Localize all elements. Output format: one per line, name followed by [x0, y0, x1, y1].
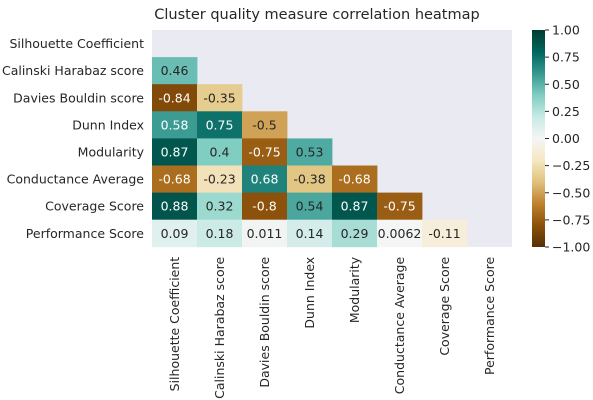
chart-title: Cluster quality measure correlation heat…: [154, 7, 479, 23]
heatmap-cell: [152, 111, 198, 139]
colorbar-tick-label: −0.25: [552, 158, 590, 173]
row-tick-label: Conductance Average: [7, 172, 145, 187]
heatmap-cell: [152, 219, 198, 248]
row-labels: Silhouette Coefficient Calinski Harabaz s…: [2, 36, 145, 241]
cell-value-label: -0.84: [158, 90, 190, 105]
heatmap-cell: [152, 165, 198, 193]
cell-value-label: -0.75: [248, 144, 280, 159]
cell-value-label: 0.29: [341, 226, 369, 241]
column-labels: Silhouette Coefficient Calinski Harabaz s…: [167, 256, 497, 399]
colorbar: 1.00 0.75 0.50 0.25 0.00 −0.25 −0.50 −0.75 −1.00: [532, 23, 590, 255]
heatmap-cell: [377, 192, 423, 221]
heatmap-cell: [332, 192, 378, 221]
cell-value-label: -0.8: [252, 199, 276, 214]
heatmap-cell: [197, 219, 243, 248]
cell-value-label: 0.14: [296, 226, 324, 241]
heatmap-cell: [152, 57, 198, 85]
colorbar-tick-label: −0.50: [552, 185, 590, 200]
row-tick-label: Davies Bouldin score: [13, 90, 144, 105]
heatmap-cell: [197, 138, 243, 166]
cell-value-label: 0.09: [161, 226, 189, 241]
cell-value-label: 0.58: [161, 117, 189, 132]
column-tick-label: Performance Score: [482, 256, 497, 375]
heatmap-cell: [197, 111, 243, 139]
cell-value-label: -0.35: [203, 90, 235, 105]
cell-value-label: 0.87: [341, 199, 369, 214]
cell-value-label: -0.68: [338, 172, 370, 187]
heatmap-cell: [377, 219, 423, 248]
heatmap-cell: [242, 165, 288, 193]
heatmap-cell: [242, 111, 288, 139]
cell-value-label: 0.87: [161, 144, 189, 159]
colorbar-tick-label: 0.50: [552, 77, 580, 92]
column-tick-label: Modularity: [347, 256, 362, 323]
cell-value-label: 0.54: [296, 199, 324, 214]
heatmap-cell: [242, 192, 288, 221]
cell-value-label: 0.18: [206, 226, 234, 241]
cell-value-label: -0.38: [293, 172, 325, 187]
heatmap-cell: [287, 219, 333, 248]
heatmap-cell: [197, 192, 243, 221]
heatmap-cell: [287, 138, 333, 166]
colorbar-tick-label: 1.00: [552, 23, 580, 38]
column-tick-label: Dunn Index: [302, 257, 317, 329]
cell-value-label: 0.75: [206, 117, 234, 132]
column-tick-label: Calinski Harabaz score: [212, 256, 227, 398]
cell-value-label: 0.88: [161, 199, 189, 214]
column-tick-label: Conductance Average: [392, 257, 407, 395]
heatmap-cell: [332, 165, 378, 193]
column-tick-label: Silhouette Coefficient: [167, 257, 182, 392]
heatmap-cell: [287, 165, 333, 193]
row-tick-label: Silhouette Coefficient: [9, 36, 144, 51]
colorbar-tick-label: 0.75: [552, 50, 580, 65]
cell-value-label: 0.0062: [378, 226, 422, 241]
row-tick-label: Modularity: [78, 144, 145, 159]
cell-value-label: -0.75: [383, 199, 415, 214]
cell-value-label: 0.32: [206, 199, 234, 214]
cell-value-label: 0.46: [161, 63, 189, 78]
cell-value-label: -0.23: [203, 172, 235, 187]
heatmap-cell: [152, 84, 198, 112]
column-tick-label: Coverage Score: [437, 256, 452, 355]
cell-value-label: -0.5: [252, 117, 276, 132]
heatmap-cell: [422, 219, 468, 248]
colorbar-tick-label: −0.75: [552, 212, 590, 227]
colorbar-gradient: [532, 30, 545, 247]
cell-value-label: 0.011: [247, 226, 283, 241]
heatmap-cell: [197, 165, 243, 193]
cell-value-label: 0.53: [296, 144, 324, 159]
colorbar-tick-label: 0.00: [552, 131, 580, 146]
heatmap-cell: [242, 138, 288, 166]
cell-value-label: 0.68: [251, 172, 279, 187]
heatmap-cells: 0.46 -0.84 -0.35 0.58 0.75 -0.5 0.87 0.4 -0.75 0.…: [152, 57, 468, 248]
row-tick-label: Performance Score: [26, 226, 145, 241]
heatmap-cell: [152, 138, 198, 166]
colorbar-tick-label: 0.25: [552, 104, 580, 119]
row-tick-label: Dunn Index: [72, 117, 144, 132]
row-tick-label: Coverage Score: [45, 199, 144, 214]
cell-value-label: 0.4: [210, 144, 230, 159]
row-tick-label: Calinski Harabaz score: [2, 63, 144, 78]
heatmap-cell: [287, 192, 333, 221]
heatmap-cell: [152, 192, 198, 221]
heatmap-cell: [197, 84, 243, 112]
column-tick-label: Davies Bouldin score: [257, 256, 272, 387]
cell-value-label: -0.11: [428, 226, 460, 241]
heatmap-cell: [332, 219, 378, 248]
cell-value-label: -0.68: [158, 172, 190, 187]
colorbar-tick-label: −1.00: [552, 240, 590, 255]
heatmap-cell: [242, 219, 288, 248]
